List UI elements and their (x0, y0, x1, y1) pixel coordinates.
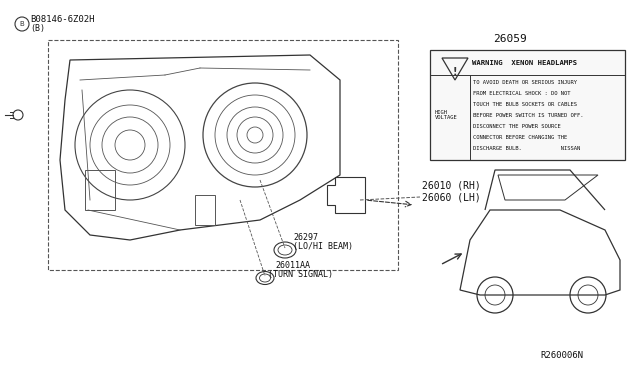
Text: DISCHARGE BULB.            NISSAN: DISCHARGE BULB. NISSAN (473, 145, 580, 151)
Text: (B): (B) (30, 24, 45, 33)
Text: (TURN SIGNAL): (TURN SIGNAL) (268, 270, 333, 279)
Text: 26297: 26297 (293, 233, 318, 242)
Text: 26011AA: 26011AA (275, 261, 310, 270)
Text: B: B (20, 21, 24, 27)
Text: !: ! (452, 67, 457, 77)
Text: 26060 (LH): 26060 (LH) (422, 192, 481, 202)
Text: FROM ELECTRICAL SHOCK : DO NOT: FROM ELECTRICAL SHOCK : DO NOT (473, 90, 570, 96)
Text: WARNING  XENON HEADLAMPS: WARNING XENON HEADLAMPS (472, 60, 577, 66)
Text: 26010 (RH): 26010 (RH) (422, 180, 481, 190)
Text: TO AVOID DEATH OR SERIOUS INJURY: TO AVOID DEATH OR SERIOUS INJURY (473, 80, 577, 84)
Text: 26059: 26059 (493, 34, 527, 44)
FancyBboxPatch shape (430, 50, 625, 160)
Text: CONNECTOR BEFORE CHANGING THE: CONNECTOR BEFORE CHANGING THE (473, 135, 567, 140)
Text: B08146-6Z02H: B08146-6Z02H (30, 15, 95, 24)
Text: TOUCH THE BULB SOCKETS OR CABLES: TOUCH THE BULB SOCKETS OR CABLES (473, 102, 577, 106)
Text: R260006N: R260006N (540, 351, 583, 360)
Text: DISCONNECT THE POWER SOURCE: DISCONNECT THE POWER SOURCE (473, 124, 561, 128)
Text: HIGH
VOLTAGE: HIGH VOLTAGE (435, 110, 458, 121)
Text: (LO/HI BEAM): (LO/HI BEAM) (293, 242, 353, 251)
Text: BEFORE POWER SWITCH IS TURNED OFF.: BEFORE POWER SWITCH IS TURNED OFF. (473, 112, 584, 118)
